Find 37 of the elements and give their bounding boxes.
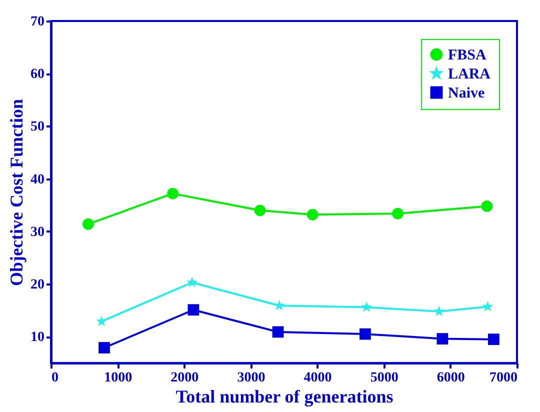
point <box>482 301 494 312</box>
point <box>392 208 404 220</box>
legend-label: Naive <box>448 86 485 102</box>
x-tick-label: 7000 <box>490 370 518 386</box>
y-tick-label: 50 <box>30 120 44 135</box>
point <box>254 204 266 216</box>
x-tick-label: 1000 <box>104 370 132 386</box>
point <box>436 333 448 344</box>
point <box>360 328 371 340</box>
x-tick-label: 0 <box>52 370 58 386</box>
x-tick-label: 6000 <box>436 370 465 386</box>
point <box>481 200 493 212</box>
point <box>434 306 445 316</box>
point <box>167 188 179 200</box>
x-tick-label: 5000 <box>370 370 398 386</box>
y-tick-label: 70 <box>30 14 44 30</box>
point <box>98 342 110 354</box>
y-tick-label: 20 <box>30 278 44 293</box>
point <box>488 334 500 346</box>
point <box>306 208 318 220</box>
x-tick-label: 3000 <box>237 370 266 386</box>
x-tick-label: 2000 <box>170 370 199 386</box>
y-tick-label: 60 <box>30 67 44 82</box>
y-tick-label: 10 <box>30 330 44 346</box>
x-tick-label: 4000 <box>304 370 332 386</box>
y-tick-label: 30 <box>30 224 44 240</box>
legend-label: LARA <box>448 66 491 82</box>
point <box>186 276 198 288</box>
point <box>361 302 372 312</box>
y-axis-title: Objective Cost Function <box>6 99 26 286</box>
point <box>96 316 108 326</box>
point <box>82 218 94 230</box>
y-tick-label: 40 <box>30 172 44 188</box>
point <box>188 304 200 316</box>
x-axis-title: Total number of generations <box>176 386 394 406</box>
legend-label: FBSA <box>448 48 487 64</box>
point <box>272 326 284 338</box>
